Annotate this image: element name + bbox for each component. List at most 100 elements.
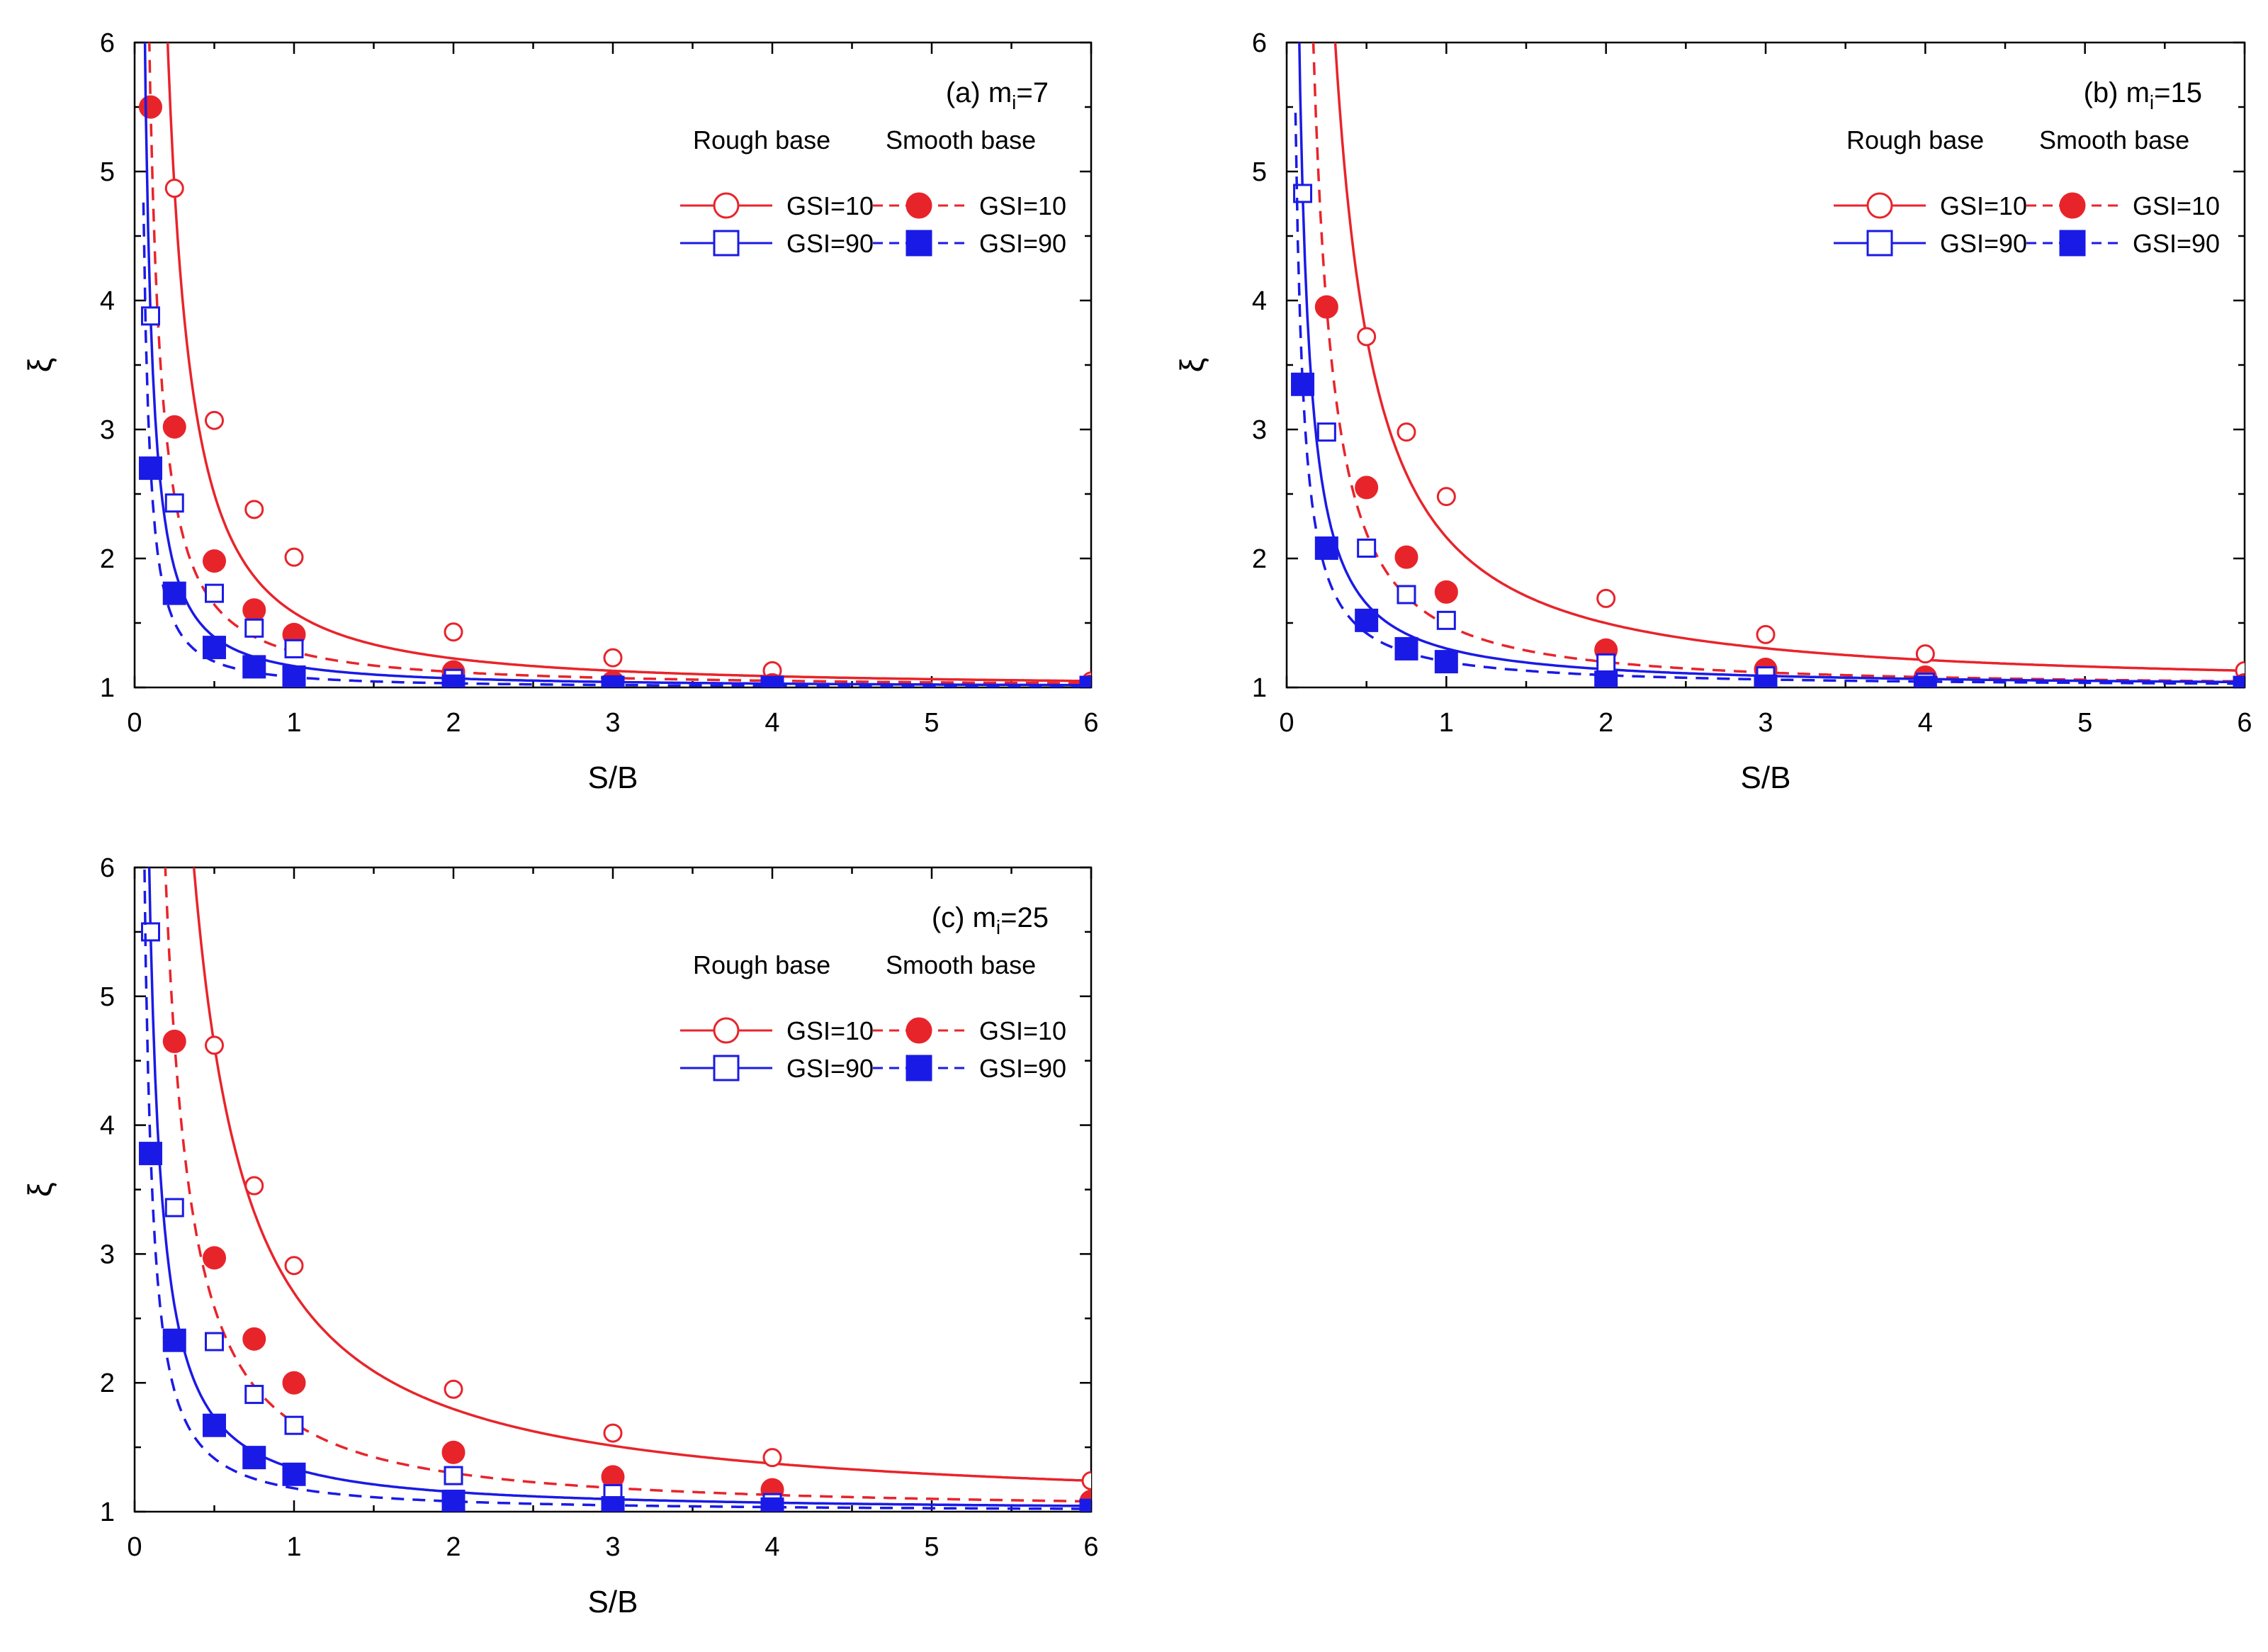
data-point-smooth_gsi90 [282, 665, 306, 687]
data-point-rough_gsi10 [444, 1379, 463, 1399]
y-tick-label: 1 [100, 673, 115, 703]
y-tick-label: 1 [100, 1498, 115, 1527]
y-tick-label: 6 [100, 853, 115, 883]
data-point-rough_gsi10 [1596, 588, 1616, 608]
data-point-smooth_gsi10 [162, 415, 186, 439]
data-point-rough_gsi90 [244, 1385, 264, 1405]
data-point-smooth_gsi90 [601, 675, 625, 687]
data-point-smooth_gsi90 [760, 675, 784, 687]
data-point-smooth_gsi90 [1291, 372, 1315, 396]
y-tick-label: 6 [1252, 28, 1267, 58]
panel-title: (b) mi=15 [2084, 77, 2202, 113]
x-tick-label: 3 [1758, 708, 1773, 738]
x-tick-label: 4 [765, 708, 779, 738]
legend-label-smooth_gsi90: GSI=90 [979, 1054, 1066, 1083]
y-tick-label: 5 [100, 982, 115, 1012]
panel-title-main: (b) m [2084, 77, 2150, 108]
y-tick-label: 3 [100, 415, 115, 445]
data-point-rough_gsi10 [164, 179, 184, 198]
data-point-smooth_gsi90 [1355, 608, 1379, 632]
series-line-smooth_gsi10 [164, 867, 1091, 1503]
x-tick-label: 5 [924, 1532, 939, 1562]
data-point-rough_gsi10 [603, 1423, 623, 1443]
y-tick-label: 2 [1252, 544, 1267, 574]
data-point-smooth_gsi90 [1913, 675, 1937, 687]
data-point-rough_gsi90 [1436, 610, 1456, 630]
x-tick-label: 5 [924, 708, 939, 738]
y-tick-label: 2 [100, 544, 115, 574]
legend-label-rough_gsi10: GSI=10 [786, 1016, 874, 1045]
data-point-smooth_gsi90 [203, 1413, 226, 1437]
y-tick-label: 1 [1252, 673, 1267, 703]
legend-marker-smooth_gsi10 [905, 192, 932, 219]
legend-label-smooth_gsi10: GSI=10 [979, 191, 1066, 220]
plot-area [139, 867, 1091, 1512]
data-point-smooth_gsi90 [1434, 650, 1458, 674]
legend-rough-header: Rough base [693, 950, 830, 979]
panel-title-suffix: =7 [1016, 77, 1049, 108]
data-point-smooth_gsi10 [441, 1440, 466, 1464]
data-point-smooth_gsi90 [1079, 675, 1091, 687]
data-point-rough_gsi10 [244, 500, 264, 519]
legend-label-rough_gsi90: GSI=90 [1940, 229, 2027, 258]
legend-smooth-header: Smooth base [2039, 125, 2189, 154]
data-point-smooth_gsi90 [242, 655, 266, 679]
panel-title-subscript: i [1012, 91, 1016, 113]
legend-marker-smooth_gsi90 [905, 230, 932, 257]
data-point-rough_gsi90 [244, 618, 264, 638]
data-point-rough_gsi10 [1436, 487, 1456, 507]
data-point-rough_gsi90 [284, 639, 304, 658]
y-tick-label: 4 [100, 1111, 115, 1141]
data-point-rough_gsi10 [284, 547, 304, 567]
legend-label-rough_gsi10: GSI=10 [786, 191, 874, 220]
data-point-smooth_gsi90 [2233, 675, 2245, 687]
y-axis-label: ξ [21, 1182, 58, 1197]
y-tick-label: 3 [1252, 415, 1267, 445]
legend-marker-smooth_gsi10 [2059, 192, 2086, 219]
data-point-smooth_gsi90 [162, 1328, 186, 1352]
data-point-smooth_gsi10 [1314, 295, 1338, 319]
data-point-smooth_gsi90 [1594, 670, 1618, 687]
y-axis-label: ξ [21, 358, 58, 373]
y-tick-label: 2 [100, 1369, 115, 1398]
data-point-smooth_gsi90 [242, 1446, 266, 1470]
data-point-smooth_gsi90 [760, 1497, 784, 1512]
legend-label-smooth_gsi10: GSI=10 [2133, 191, 2220, 220]
panel-title-main: (a) m [946, 77, 1012, 108]
data-point-smooth_gsi10 [242, 598, 266, 622]
data-point-rough_gsi90 [1397, 585, 1416, 605]
legend-marker-rough_gsi90 [713, 1055, 740, 1081]
x-tick-label: 1 [286, 708, 301, 738]
panel-title: (c) mi=25 [932, 902, 1049, 938]
series-line-rough_gsi10 [192, 867, 1091, 1483]
panel-title-suffix: =15 [2154, 77, 2202, 108]
data-point-smooth_gsi10 [162, 1029, 186, 1053]
data-point-rough_gsi90 [164, 1198, 184, 1218]
data-point-smooth_gsi90 [601, 1496, 625, 1512]
data-point-rough_gsi10 [244, 1176, 264, 1196]
data-point-smooth_gsi90 [441, 674, 466, 687]
panel-title-subscript: i [996, 916, 1000, 938]
data-point-rough_gsi10 [1915, 644, 1935, 664]
legend-marker-rough_gsi10 [1866, 192, 1893, 219]
legend-marker-smooth_gsi90 [905, 1055, 932, 1081]
y-tick-label: 4 [100, 286, 115, 316]
data-point-rough_gsi90 [205, 1332, 224, 1352]
data-point-smooth_gsi10 [1394, 545, 1418, 569]
x-tick-label: 0 [127, 1532, 142, 1562]
data-point-rough_gsi90 [205, 583, 224, 603]
x-tick-label: 1 [1439, 708, 1454, 738]
legend-marker-rough_gsi10 [713, 1017, 740, 1044]
legend-smooth-header: Smooth base [886, 125, 1036, 154]
x-axis-label: S/B [588, 1585, 638, 1619]
legend-smooth-header: Smooth base [886, 950, 1036, 979]
x-tick-label: 6 [1083, 708, 1098, 738]
data-point-rough_gsi10 [444, 622, 463, 642]
data-point-smooth_gsi90 [441, 1489, 466, 1512]
data-point-rough_gsi10 [1756, 624, 1776, 644]
x-tick-label: 3 [605, 1532, 620, 1562]
legend-rough-header: Rough base [693, 125, 830, 154]
